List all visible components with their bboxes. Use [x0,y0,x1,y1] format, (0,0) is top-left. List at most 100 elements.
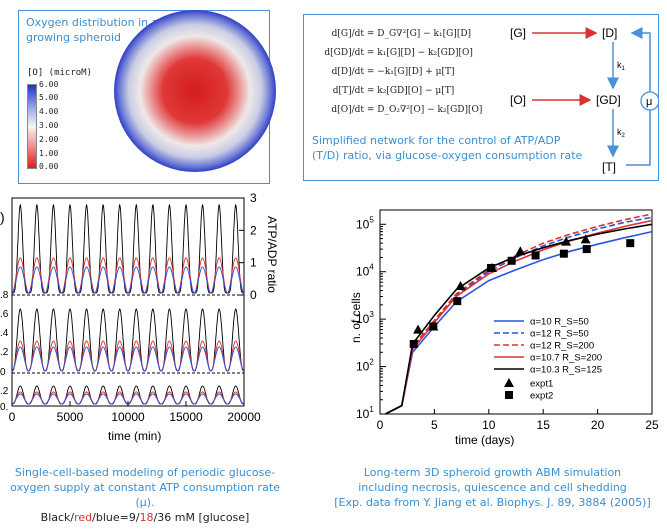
oscillation-trace [11,340,245,372]
growth-xlabel: time (days) [455,433,514,447]
equation-row: d[GD]/dt = k₁[G][D] − k₂[GD][O] [312,44,482,63]
rate-k2-sub: 2 [622,133,626,139]
mu-node [640,91,658,111]
caption-blue-label: /blue=9/ [92,511,140,524]
species-gd: [GD] [596,93,621,107]
spheroid-panel: Oxygen distribution in a growing spheroi… [18,10,276,184]
caption-glucose-label: /36 mM [glucose] [153,511,250,524]
rate-k2: k2 [617,127,626,139]
expt2-marker [582,245,591,254]
left-tick-label: .2 [0,386,9,397]
equation-lhs: d[G]/dt [331,29,364,39]
left-tick-label: .6 [0,309,9,320]
caption-red-label: red [74,511,93,524]
y-tick-label: 101 [356,405,374,421]
equation-lhs: d[O]/dt [331,105,364,115]
y-tick-label: 104 [356,263,374,279]
spheroid-title: Oxygen distribution in a growing spheroi… [26,15,158,45]
equations-panel: d[G]/dt = D_G∇²[G] − k₁[G][D] d[GD]/dt =… [303,14,659,181]
growth-plot-frame [379,209,653,415]
equation-rhs: = D_O₂∇²[O] − k₂[GD][O] [366,105,483,115]
expt2-marker [453,297,462,306]
equation-row: d[O]/dt = D_O₂∇²[O] − k₂[GD][O] [312,101,482,120]
equation-lhs: d[T]/dt [332,86,364,96]
legend-marker [505,391,513,399]
expt1-marker [455,280,466,290]
x-tick-label: 10000 [111,410,145,424]
right-tick-label: 3 [250,191,257,205]
x-tick-label: 15 [537,418,551,432]
oscillation-trace [11,266,245,294]
expt1-marker [561,236,572,246]
growth-chart: n. of cells time (days) 0 5 10 15 20 25 101 102… [349,209,659,447]
colorbar-tick: 5.00 [39,93,59,102]
x-tick-label: 0 [377,418,384,432]
species-d: [D] [602,26,617,40]
expt2-marker [486,263,495,272]
colorbar [27,84,37,169]
equation-rhs: = D_G∇²[G] − k₁[G][D] [366,29,472,39]
expt2-marker [559,249,568,258]
expt2-marker [409,339,418,348]
equation-row: d[T]/dt = k₂[GD][O] − μ[T] [312,82,482,101]
expt2-marker [507,256,516,265]
expt1-marker [413,324,424,334]
x-tick-label: 5000 [57,410,84,424]
spheroid-title-line2: growing spheroid [26,31,121,44]
legend-label: α=10.3 R_S=125 [530,365,602,376]
oscillation-plot-frame [11,197,245,407]
oscillation-caption-line2: oxygen supply at constant ATP consumptio… [10,481,280,509]
equation-rhs: = k₁[G][D] − k₂[GD][O] [366,48,473,58]
equation-list: d[G]/dt = D_G∇²[G] − k₁[G][D] d[GD]/dt =… [312,25,482,120]
right-tick-label: 0 [250,288,257,302]
equations-caption: Simplified network for the control of AT… [312,133,582,163]
y-tick-label: 105 [356,215,374,231]
right-axis-label: ATP/ADP ratio [265,216,279,293]
expt2-marker [531,251,540,260]
oscillation-trace [12,308,244,372]
growth-caption-line3: [Exp. data from Y. Jiang et al. Biophys.… [334,496,651,509]
oscillation-trace [11,257,245,294]
rate-k2-letter: k [617,127,622,137]
x-tick-label: 10 [482,418,496,432]
colorbar-title: [O] (microM) [27,68,93,78]
x-tick-label: 25 [645,418,659,432]
growth-caption-line2: including necrosis, quiescence and cell … [358,481,627,494]
oscillation-trace [12,203,244,294]
x-tick-label: 0 [9,410,16,424]
growth-series-line [385,223,653,415]
expt2-marker [626,239,635,248]
x-tick-label: 20 [591,418,605,432]
legend-marker [504,378,514,387]
left-tick-label: 0. [0,402,8,413]
left-tick-label: 0 [0,367,6,378]
oscillation-xlabel: time (min) [108,429,161,443]
right-tick-label: 1 [250,256,257,270]
left-tick-label: .4 [0,328,9,339]
x-tick-label: 15000 [169,410,203,424]
legend-label: α=12 R_S=200 [530,341,594,352]
equations-caption-line2: (T/D) ratio, via glucose-oxygen consumpt… [312,149,583,162]
expt2-marker [429,322,438,331]
equation-lhs: d[D]/dt [331,67,364,77]
equation-rhs: = k₂[GD][O] − μ[T] [366,86,455,96]
equations-caption-line1: Simplified network for the control of AT… [312,134,561,147]
equation-row: d[G]/dt = D_G∇²[G] − k₁[G][D] [312,25,482,44]
caption-red-value: 18 [139,511,154,524]
equation-row: d[D]/dt = −k₁[G][D] + μ[T] [312,63,482,82]
expt1-marker [515,246,526,256]
colorbar-tick: 6.00 [39,80,59,89]
y-tick-label: 102 [356,358,374,374]
equation-lhs: d[GD]/dt [324,48,364,58]
oscillation-caption-line3: Black/red/blue=9/18/36 mM [glucose] [0,510,290,525]
x-tick-label: 20000 [227,410,261,424]
left-tick-label: .8 [0,290,9,301]
right-tick-label: 2 [250,223,257,237]
growth-caption: Long-term 3D spheroid growth ABM simulat… [318,465,667,510]
growth-series-line [385,213,653,415]
spheroid-title-line1: Oxygen distribution in a [26,16,159,29]
mu-label: μ [646,96,652,108]
oscillation-chart: ) 0 5000 10000 15000 200003210.8.6.4.20.20. … [0,191,279,443]
legend-label: expt2 [530,391,553,402]
rate-k1: k1 [617,60,626,72]
